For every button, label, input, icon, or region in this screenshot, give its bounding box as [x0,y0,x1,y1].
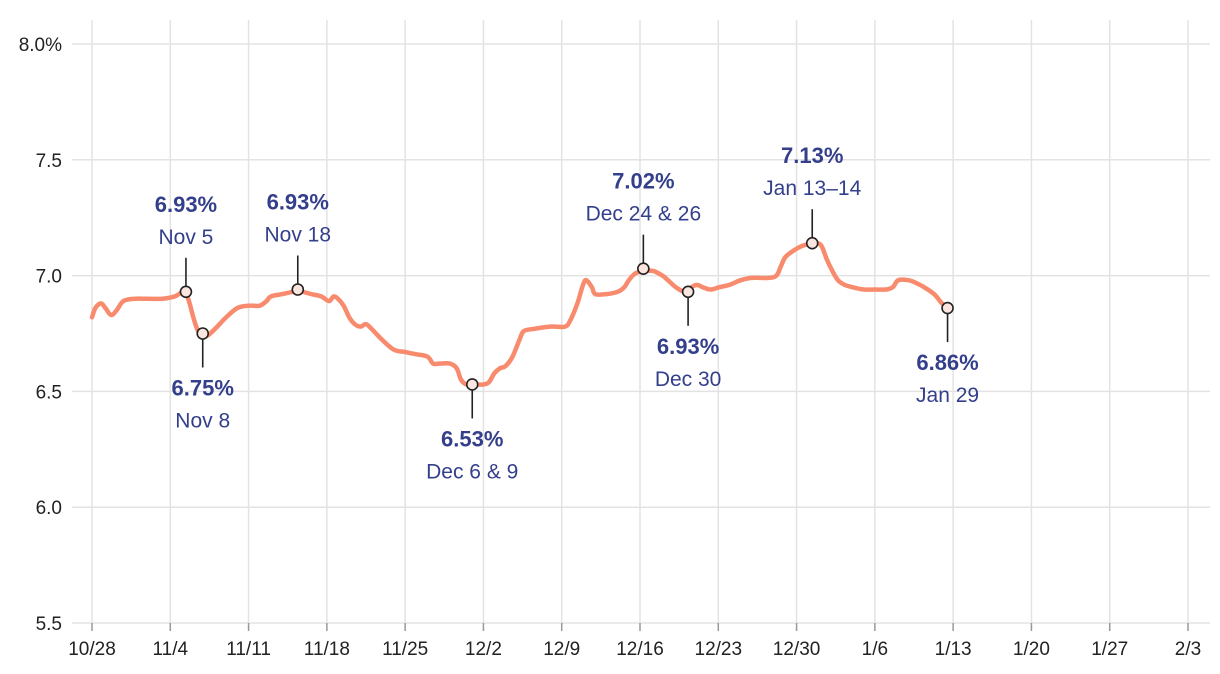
x-tick-label: 11/4 [152,639,188,660]
grid-lines [72,20,1210,624]
series-line-0 [89,240,950,388]
x-tick-label: 11/11 [226,639,271,660]
x-tick-label: 10/28 [68,639,116,660]
y-tick-label: 6.5 [36,382,62,403]
y-tick-label: 7.5 [36,151,62,172]
x-tick-label: 1/27 [1091,639,1128,660]
x-tick-label: 12/16 [616,639,664,660]
annotation-date-label: Nov 18 [265,223,332,246]
annotation-value-label: 6.93% [155,192,217,217]
series-layer [89,240,950,388]
x-tick-label: 12/2 [465,639,502,660]
annotation-date-label: Jan 13–14 [763,177,861,200]
annotation-marker [805,236,819,250]
annotation-marker [941,301,954,315]
x-tick-label: 12/9 [543,639,580,660]
annotation-value-label: 6.53% [441,426,503,451]
annotation-value-label: 6.93% [267,189,329,214]
annotation-value-label: 6.75% [172,376,234,401]
annotation-date-label: Jan 29 [916,384,979,407]
x-tick-label: 1/6 [862,639,888,660]
y-tick-label: 8.0% [19,35,62,56]
x-tick-label: 12/30 [773,639,821,660]
annotation-date-label: Dec 24 & 26 [586,203,702,226]
x-tick-label: 1/13 [935,639,972,660]
y-tick-label: 7.0 [36,267,62,288]
annotation-value-label: 7.02% [612,169,674,194]
annotation-value-label: 7.13% [781,143,843,168]
x-tick-label: 11/18 [304,639,350,660]
annotation-date-label: Nov 5 [159,226,214,249]
annotation-value-label: 6.93% [657,334,719,359]
annotation-date-label: Dec 30 [655,368,722,391]
y-axis: 8.0% 7.5 7.0 6.5 6.0 5.5 [19,35,62,635]
y-tick-label: 5.5 [36,614,62,635]
x-tick-label: 1/20 [1013,639,1050,660]
annotations-layer: 6.93% Nov 5 6.75% Nov 8 6.93% Nov 18 6.53% Dec … [155,143,979,483]
annotation-marker [179,285,193,299]
annotation-value-label: 6.86% [916,350,978,375]
x-tick-label: 11/25 [382,639,428,660]
annotation-marker [637,262,650,275]
annotation-marker [465,378,479,391]
annotation-date-label: Nov 8 [175,410,230,433]
annotation-date-label: Dec 6 & 9 [426,460,518,483]
y-tick-label: 6.0 [36,498,62,519]
x-tick-label: 12/23 [695,639,743,660]
annotation-marker [681,285,695,299]
x-axis: 10/28 11/4 11/11 11/18 11/25 12/2 12/9 12/16 12/… [68,623,1201,660]
x-tick-label: 2/3 [1175,639,1201,660]
annotation-marker [196,327,210,340]
annotation-marker [291,283,305,296]
